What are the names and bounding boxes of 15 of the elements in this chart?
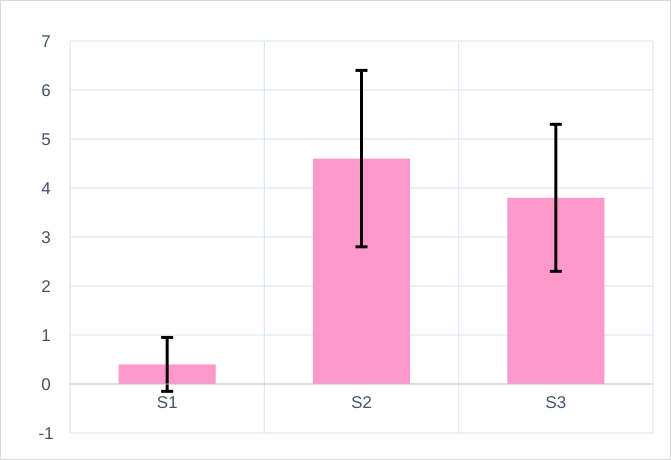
bar: [312, 158, 410, 384]
y-tick-label: 2: [41, 276, 51, 296]
y-tick-label: -1: [38, 424, 54, 443]
y-tick-label: 0: [41, 374, 51, 394]
y-tick-label: 6: [41, 80, 51, 100]
y-tick-label: 5: [41, 130, 51, 149]
y-tick-label: 7: [41, 32, 51, 51]
y-tick-label: 1: [41, 326, 51, 345]
bar: [118, 364, 216, 384]
y-tick-label: 4: [41, 178, 51, 198]
bar: [507, 198, 604, 384]
x-tick-label: S1: [156, 393, 178, 412]
x-tick-label: S3: [545, 393, 566, 412]
y-tick-label: 3: [41, 228, 51, 247]
x-tick-label: S2: [351, 393, 372, 412]
